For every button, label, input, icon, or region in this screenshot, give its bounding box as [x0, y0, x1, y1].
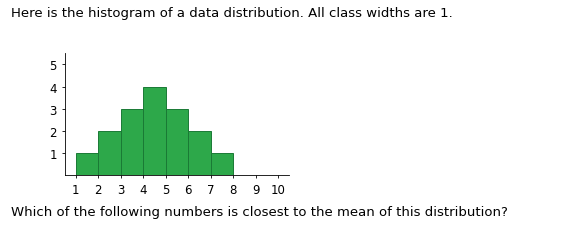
Bar [121, 109, 143, 176]
Text: Which of the following numbers is closest to the mean of this distribution?: Which of the following numbers is closes… [11, 205, 508, 218]
Bar [143, 87, 166, 176]
Bar [166, 109, 188, 176]
Bar [76, 153, 98, 176]
Bar [98, 131, 121, 176]
Text: Here is the histogram of a data distribution. All class widths are 1.: Here is the histogram of a data distribu… [11, 7, 453, 20]
Bar [188, 131, 211, 176]
Bar [211, 153, 233, 176]
